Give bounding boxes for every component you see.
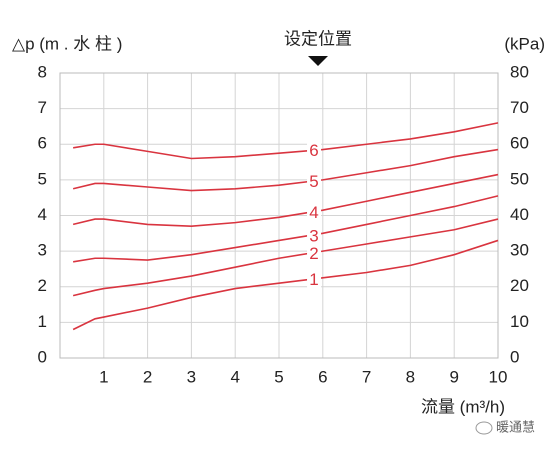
y2-tick-label: 60 (510, 134, 529, 153)
x-tick-label: 10 (489, 367, 508, 386)
y2-tick-label: 80 (510, 62, 529, 81)
curve (73, 195, 499, 263)
x-tick-label: 8 (406, 367, 415, 386)
curve-label: 2 (309, 244, 318, 263)
curve-label: 6 (309, 141, 318, 160)
curve (72, 239, 499, 331)
x-tick-label: 3 (187, 367, 196, 386)
label-bg (307, 142, 322, 161)
x-axis-label: 流量 (m³/h) (421, 397, 505, 416)
label-bg (307, 271, 322, 290)
y-tick-label: 3 (38, 241, 47, 260)
curve (72, 148, 499, 192)
y2-tick-label: 20 (510, 276, 529, 295)
y2-tick-label: 30 (510, 241, 529, 260)
y2-tick-label: 50 (510, 169, 529, 188)
curve-label: 1 (309, 270, 318, 289)
watermark: 暖通慧 (496, 419, 535, 434)
curve-label: 5 (309, 172, 318, 191)
x-tick-label: 6 (318, 367, 327, 386)
x-tick-label: 1 (99, 367, 108, 386)
label-bg (307, 173, 322, 192)
curve (72, 173, 499, 227)
x-tick-label: 7 (362, 367, 371, 386)
x-tick-label: 2 (143, 367, 152, 386)
y-tick-label: 5 (38, 169, 47, 188)
curve (73, 122, 499, 160)
arrow (308, 56, 328, 66)
y-tick-label: 2 (38, 276, 47, 295)
curve (72, 218, 499, 297)
x-tick-label: 9 (449, 367, 458, 386)
annotation: 设定位置 (284, 29, 352, 48)
curve-label: 3 (309, 226, 318, 245)
label-bg (307, 204, 322, 223)
label-bg (307, 245, 322, 264)
y-axis-label: △p (m . 水 柱 ) (12, 34, 122, 53)
curve-label: 4 (309, 203, 318, 222)
label-bg (307, 227, 322, 246)
y2-tick-label: 70 (510, 98, 529, 117)
y-tick-label: 0 (38, 347, 47, 366)
y-tick-label: 8 (38, 62, 47, 81)
y-tick-label: 1 (38, 312, 47, 331)
y-tick-label: 6 (38, 134, 47, 153)
y2-axis-label: (kPa) (504, 34, 545, 53)
y2-tick-label: 40 (510, 205, 529, 224)
x-tick-label: 5 (274, 367, 283, 386)
x-tick-label: 4 (230, 367, 239, 386)
y2-tick-label: 0 (510, 347, 519, 366)
y2-tick-label: 10 (510, 312, 529, 331)
y-tick-label: 7 (38, 98, 47, 117)
watermark-icon (475, 421, 493, 435)
y-tick-label: 4 (38, 205, 47, 224)
plot-frame (59, 72, 499, 359)
